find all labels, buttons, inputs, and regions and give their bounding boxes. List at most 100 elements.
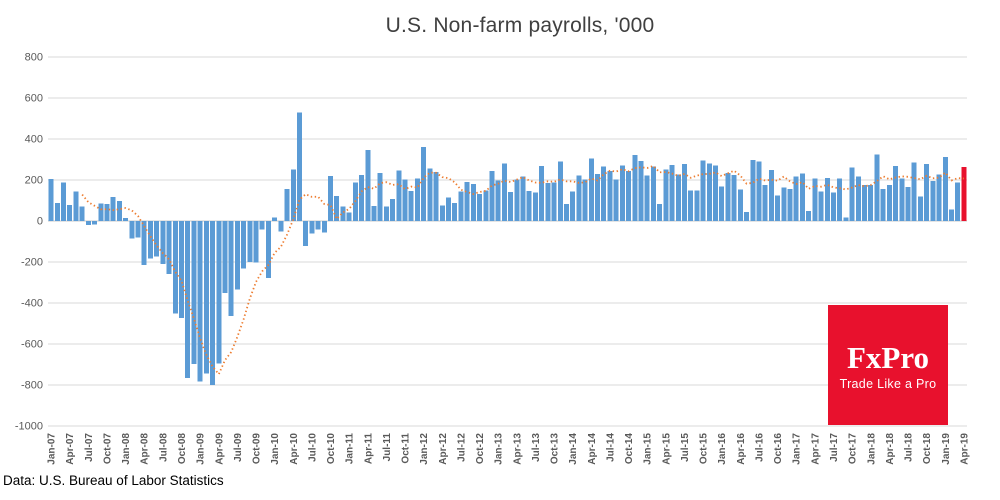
chart-title: U.S. Non-farm payrolls, '000 xyxy=(385,14,655,37)
x-tick-label: Jul-11 xyxy=(382,433,393,462)
y-tick-label: 800 xyxy=(25,52,43,64)
bar xyxy=(899,178,905,221)
x-tick-label: Jul-14 xyxy=(606,433,617,462)
bar xyxy=(253,221,259,263)
bar xyxy=(806,210,812,222)
bar xyxy=(439,205,445,221)
bar xyxy=(129,221,135,239)
bar xyxy=(135,221,141,238)
x-tick-label: Oct-16 xyxy=(773,433,784,465)
bar xyxy=(694,190,700,221)
x-tick-label: Jul-10 xyxy=(307,433,318,462)
x-tick-label: Oct-15 xyxy=(699,433,710,465)
bar xyxy=(787,189,793,221)
bar xyxy=(793,176,799,221)
x-tick-label: Oct-18 xyxy=(922,433,933,465)
y-tick-label: -1000 xyxy=(15,421,43,433)
bar xyxy=(54,203,60,221)
x-tick-label: Oct-12 xyxy=(475,433,486,465)
bar xyxy=(123,217,129,221)
bar xyxy=(545,183,551,221)
bar xyxy=(682,164,687,221)
x-tick-label: Apr-19 xyxy=(959,433,970,465)
source-note: Data: U.S. Bureau of Labor Statistics xyxy=(3,473,224,488)
y-tick-label: 600 xyxy=(25,93,43,105)
bar xyxy=(427,168,433,221)
bar xyxy=(595,174,600,221)
bar xyxy=(203,221,209,374)
x-tick-label: Apr-13 xyxy=(512,433,523,465)
bar xyxy=(775,195,781,221)
x-tick-label: Jan-07 xyxy=(47,433,58,465)
bar xyxy=(284,189,290,221)
x-tick-label: Jul-15 xyxy=(680,433,691,462)
bar xyxy=(141,221,147,265)
bar xyxy=(744,212,750,221)
bar xyxy=(470,183,476,221)
bar xyxy=(73,191,79,221)
bar xyxy=(700,160,706,221)
bar xyxy=(383,206,389,221)
x-tick-label: Oct-14 xyxy=(624,433,635,465)
bar xyxy=(179,221,184,319)
x-tick-label: Jul-07 xyxy=(84,433,95,462)
bar xyxy=(98,203,104,221)
bar xyxy=(874,154,880,221)
x-tick-label: Apr-09 xyxy=(214,433,225,465)
bar xyxy=(588,158,594,221)
x-tick-label: Jul-08 xyxy=(158,433,169,462)
x-tick-label: Jan-13 xyxy=(494,433,505,465)
bar xyxy=(520,176,526,221)
bar xyxy=(582,179,588,221)
x-tick-label: Jan-09 xyxy=(196,433,207,465)
bar xyxy=(762,184,768,221)
bar xyxy=(831,192,836,221)
bar xyxy=(508,192,514,221)
x-tick-label: Apr-12 xyxy=(438,433,449,465)
bar xyxy=(626,171,632,221)
bar xyxy=(166,221,172,275)
bar xyxy=(942,157,948,221)
bar xyxy=(843,217,849,221)
bar xyxy=(663,169,669,221)
bar xyxy=(886,185,892,221)
bar xyxy=(259,221,265,230)
x-tick-label: Jul-13 xyxy=(531,433,542,462)
bar xyxy=(731,174,737,221)
bar xyxy=(849,167,855,221)
x-tick-label: Apr-11 xyxy=(363,433,374,465)
bar xyxy=(880,189,886,221)
bar xyxy=(526,191,532,221)
bar xyxy=(501,163,507,221)
x-tick-label: Jan-08 xyxy=(121,433,132,465)
fxpro-wordmark: FxPro xyxy=(846,339,930,375)
x-axis-labels: Jan-07 Apr-07 Jul-07 Oct-07 Jan-08 Apr-08 Jul-… xyxy=(47,433,971,465)
bar xyxy=(228,221,234,316)
bar xyxy=(309,221,315,234)
y-axis-labels: 800 600 400 200 0 -200 -400 -600 -800 -1000 xyxy=(15,52,43,433)
x-tick-label: Oct-10 xyxy=(326,433,337,465)
bar xyxy=(837,178,843,221)
bar xyxy=(644,175,650,221)
x-tick-label: Jul-17 xyxy=(829,433,840,462)
bar xyxy=(458,191,464,221)
bar xyxy=(297,112,302,221)
x-tick-label: Apr-14 xyxy=(587,433,598,465)
y-tick-label: 200 xyxy=(25,175,43,187)
x-tick-label: Jul-12 xyxy=(456,433,467,462)
bar xyxy=(564,203,569,221)
bar xyxy=(613,179,619,221)
bar xyxy=(551,182,557,221)
x-tick-label: Apr-08 xyxy=(140,433,151,465)
y-tick-label: -200 xyxy=(21,257,43,269)
bar xyxy=(402,179,408,221)
bar xyxy=(539,165,545,221)
bar xyxy=(446,197,451,221)
bar xyxy=(688,190,694,221)
moving-average-path xyxy=(81,164,964,376)
bar xyxy=(67,205,73,221)
bar xyxy=(408,191,414,221)
bar xyxy=(930,180,936,221)
bar xyxy=(272,217,278,221)
